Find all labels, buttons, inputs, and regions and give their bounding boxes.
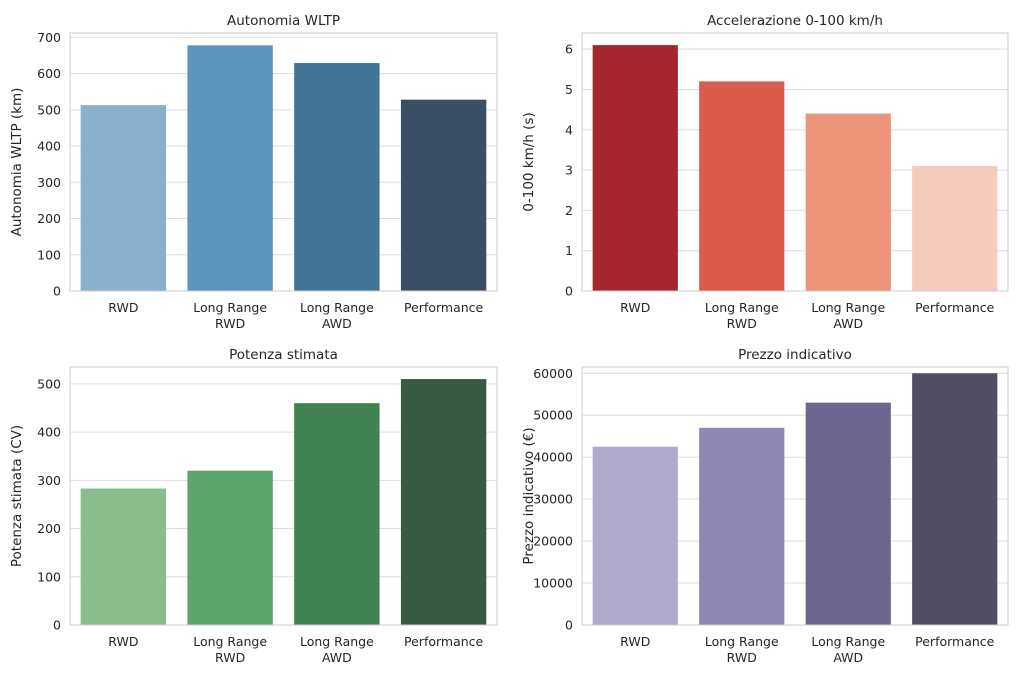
y-axis-label: Potenza stimata (CV) [9,425,25,567]
chart-panel-2: 0 1 2 3 4 5 6 RWD Long Range RWD Long Range AWD Perf… [521,13,1009,331]
bar-2 [187,45,273,292]
bar-4 [400,379,487,625]
x-tick-label: Long Range RWD [705,300,779,331]
y-tick-label: 600 [37,66,61,81]
y-tick-label: 200 [37,521,61,536]
bar-3 [805,402,891,625]
x-tick-label: Long Range RWD [705,634,779,665]
bar-2 [699,81,785,291]
bar-4 [400,99,487,291]
bar-1 [80,105,167,291]
y-tick-label: 60000 [533,366,573,381]
x-tick-label: RWD [108,634,138,649]
y-tick-label: 40000 [533,450,573,465]
y-axis-label: Autonomia WLTP (km) [9,88,25,237]
bar-3 [294,403,380,625]
plot-frame [581,366,1009,626]
y-tick-label: 400 [37,425,61,440]
x-tick-label: Performance [404,300,484,315]
chart-title: Accelerazione 0-100 km/h [707,13,883,29]
bar-2 [699,427,785,625]
bar-2 [187,470,273,625]
plot-frame [69,366,498,626]
chart-title: Prezzo indicativo [738,347,852,363]
y-tick-label: 4 [565,122,573,137]
y-axis-label: Prezzo indicativo (€) [521,427,537,564]
x-tick-label: Long Range AWD [300,634,374,665]
plot-frame [581,32,1009,292]
x-tick-label: Long Range RWD [193,300,267,331]
y-tick-label: 500 [37,102,61,117]
plot-frame [69,32,498,292]
bar-1 [592,45,678,291]
y-tick-label: 30000 [533,492,573,507]
y-tick-label: 700 [37,30,61,45]
chart-panel-3: 0 100 200 300 400 500 RWD Long Range RWD Long Ran… [9,347,498,665]
y-tick-label: 500 [37,376,61,391]
y-tick-label: 3 [565,163,573,178]
y-tick-label: 300 [37,473,61,488]
chart-panel-4: 0 10000 20000 30000 40000 50000 60000 RWD Long R… [521,347,1009,665]
y-axis-label: 0-100 km/h (s) [521,112,537,211]
bar-3 [805,113,891,291]
y-tick-label: 100 [37,569,61,584]
y-tick-label: 20000 [533,534,573,549]
x-tick-label: Performance [915,634,995,649]
x-tick-label: Performance [404,634,484,649]
y-tick-label: 0 [53,618,61,633]
y-tick-label: 2 [565,203,573,218]
x-tick-label: Long Range AWD [811,300,885,331]
x-tick-label: RWD [108,300,138,315]
x-tick-label: Long Range AWD [811,634,885,665]
bar-4 [912,373,998,625]
bar-1 [80,488,167,625]
bar-4 [912,166,998,291]
y-tick-label: 0 [565,284,573,299]
y-tick-label: 50000 [533,408,573,423]
x-tick-label: Performance [915,300,995,315]
x-tick-label: RWD [620,300,650,315]
x-tick-label: Long Range AWD [300,300,374,331]
y-tick-label: 6 [565,42,573,57]
y-tick-label: 5 [565,82,573,97]
y-tick-label: 10000 [533,576,573,591]
chart-title: Autonomia WLTP [227,13,340,29]
y-tick-label: 100 [37,247,61,262]
y-tick-label: 300 [37,175,61,190]
y-tick-label: 0 [53,284,61,299]
bar-1 [592,446,678,625]
bar-3 [294,63,380,292]
y-tick-label: 1 [565,243,573,258]
x-tick-label: Long Range RWD [193,634,267,665]
x-tick-label: RWD [620,634,650,649]
y-tick-label: 0 [565,618,573,633]
y-tick-label: 400 [37,139,61,154]
chart-title: Potenza stimata [229,347,338,363]
y-tick-label: 200 [37,211,61,226]
chart-panel-1: 0 100 200 300 400 500 600 700 RWD Long Range RWD Lo… [9,13,498,331]
